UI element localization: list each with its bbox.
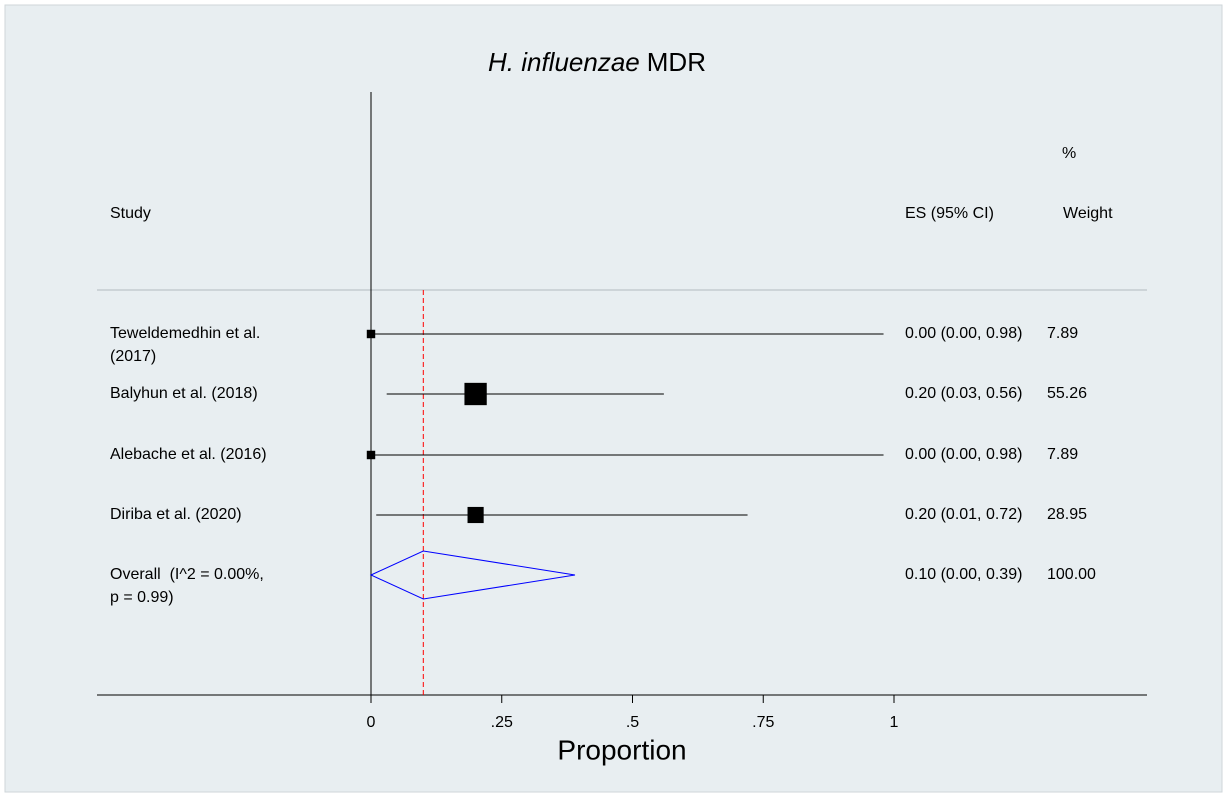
- title-rest: MDR: [647, 47, 706, 77]
- x-tick-label: .5: [626, 714, 639, 731]
- weight-label: 55.26: [1047, 385, 1087, 402]
- weight-header: Weight: [1063, 205, 1113, 222]
- background: [4, 4, 1223, 793]
- x-tick-label: 1: [890, 714, 899, 731]
- study-label: Diriba et al. (2020): [110, 506, 242, 523]
- study-label: (2017): [110, 348, 156, 365]
- study-label: Balyhun et al. (2018): [110, 385, 258, 402]
- overall-diamond: [369, 550, 576, 600]
- weight-label: 7.89: [1047, 446, 1078, 463]
- overall-label: Overall (I^2 = 0.00%,: [110, 566, 264, 583]
- weight-marker: [366, 450, 376, 460]
- title-italic: H. influenzae: [488, 47, 640, 77]
- chart-title: H. influenzae MDR: [488, 47, 706, 77]
- study-header: Study: [110, 205, 151, 222]
- es-label: 0.00 (0.00, 0.98): [905, 446, 1022, 463]
- overall-weight-label: 100.00: [1047, 566, 1096, 583]
- x-tick-label: .25: [491, 714, 513, 731]
- es-label: 0.20 (0.03, 0.56): [905, 385, 1022, 402]
- weight-marker: [467, 506, 484, 524]
- es-label: 0.00 (0.00, 0.98): [905, 325, 1022, 342]
- overall-es-label: 0.10 (0.00, 0.39): [905, 566, 1022, 583]
- x-tick-label: 0: [367, 714, 376, 731]
- es-header: ES (95% CI): [905, 205, 994, 222]
- weight-label: 28.95: [1047, 506, 1087, 523]
- x-axis-label: Proportion: [557, 734, 686, 765]
- x-tick-label: .75: [752, 714, 774, 731]
- es-label: 0.20 (0.01, 0.72): [905, 506, 1022, 523]
- study-label: Alebache et al. (2016): [110, 446, 267, 463]
- weight-marker: [366, 329, 376, 339]
- weight-marker: [464, 382, 487, 406]
- study-label: Teweldemedhin et al.: [110, 325, 260, 342]
- weight-label: 7.89: [1047, 325, 1078, 342]
- overall-label: p = 0.99): [110, 589, 174, 606]
- weight-unit-header: %: [1062, 145, 1076, 162]
